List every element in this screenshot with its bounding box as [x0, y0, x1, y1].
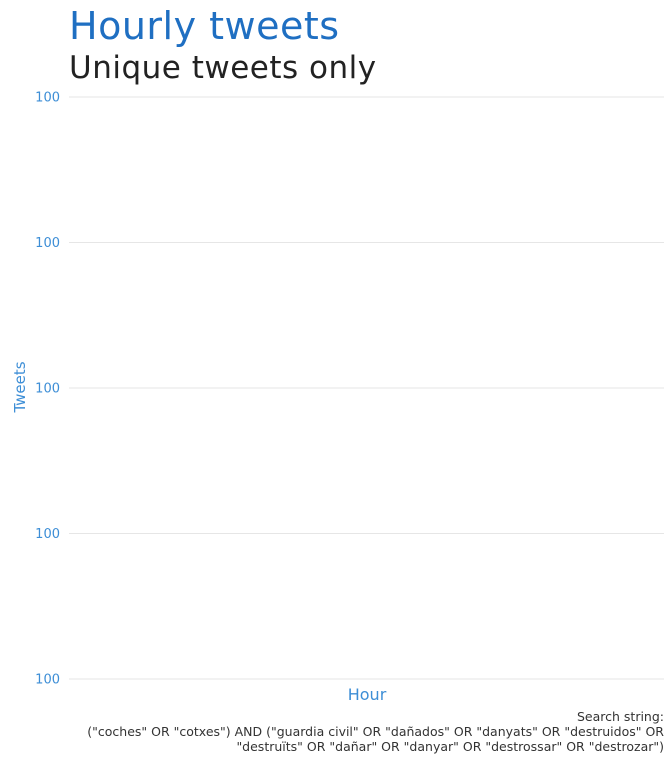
caption-line: "destruïts" OR "dañar" OR "danyar" OR "d…	[236, 739, 664, 754]
y-tick-label: 100	[35, 91, 60, 106]
y-tick-label: 100	[35, 527, 60, 542]
search-string-caption: Search string: ("coches" OR "cotxes") AN…	[24, 709, 664, 754]
caption-line: Search string:	[576, 709, 664, 724]
y-tick-label: 100	[35, 236, 60, 251]
caption-line: ("coches" OR "cotxes") AND ("guardia civ…	[87, 724, 664, 739]
chart-title: Hourly tweets	[69, 4, 340, 48]
x-axis-label: Hour	[347, 685, 387, 704]
chart-subtitle: Unique tweets only	[69, 50, 377, 86]
y-tick-label: 100	[35, 382, 60, 397]
y-axis-label: Tweets	[11, 361, 29, 413]
y-tick-label: 100	[35, 673, 60, 688]
